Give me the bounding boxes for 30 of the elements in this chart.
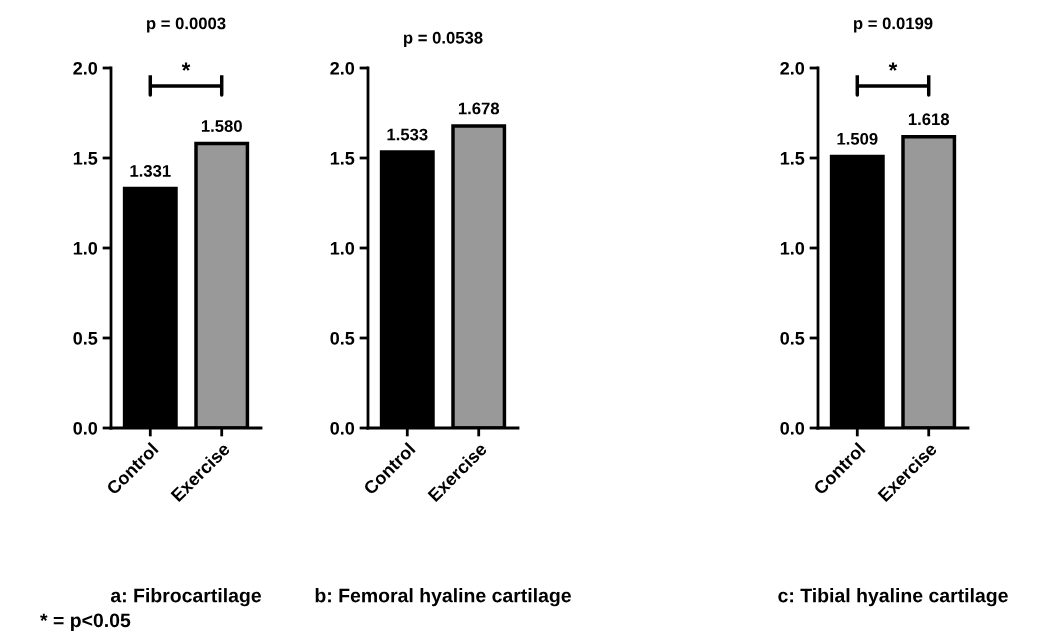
y-tick-label: 1.0 [330, 241, 355, 255]
y-tick-label: 1.0 [780, 241, 805, 255]
y-tick-label: 1.0 [73, 241, 98, 255]
data-label: 1.580 [201, 120, 242, 132]
annotation: * [181, 62, 191, 71]
text: p = 0.0538 [404, 31, 483, 47]
text: p = 0.0003 [147, 17, 226, 33]
y-tick-label: 0.5 [73, 331, 98, 345]
y-tick-label: 0.0 [73, 421, 98, 435]
text: a: Fibrocartilage [110, 588, 261, 607]
y-tick-label: 2.0 [73, 61, 98, 75]
data-label: 1.618 [908, 113, 950, 126]
text: c: Tibial hyaline cartilage [778, 588, 1008, 607]
y-tick-label: 0.5 [330, 331, 355, 345]
y-tick-label: 2.0 [780, 61, 805, 75]
text: p = 0.0199 [854, 17, 933, 33]
y-tick-label: 1.5 [330, 152, 355, 165]
data-label: 1.533 [387, 128, 428, 141]
y-tick-label: 2.0 [330, 61, 355, 75]
annotation: * [888, 62, 898, 71]
data-label: 1.678 [458, 102, 500, 115]
y-tick-label: 0.0 [330, 421, 355, 435]
text: b: Femoral hyaline cartilage [315, 588, 571, 607]
data-label: 1.331 [130, 164, 171, 177]
y-tick-label: 0.0 [780, 421, 805, 435]
y-tick-label: 0.5 [780, 331, 805, 345]
text: * = p<0.05 [40, 613, 131, 632]
data-label: 1.509 [837, 132, 878, 145]
y-tick-label: 1.5 [780, 152, 805, 165]
y-tick-label: 1.5 [73, 152, 98, 165]
